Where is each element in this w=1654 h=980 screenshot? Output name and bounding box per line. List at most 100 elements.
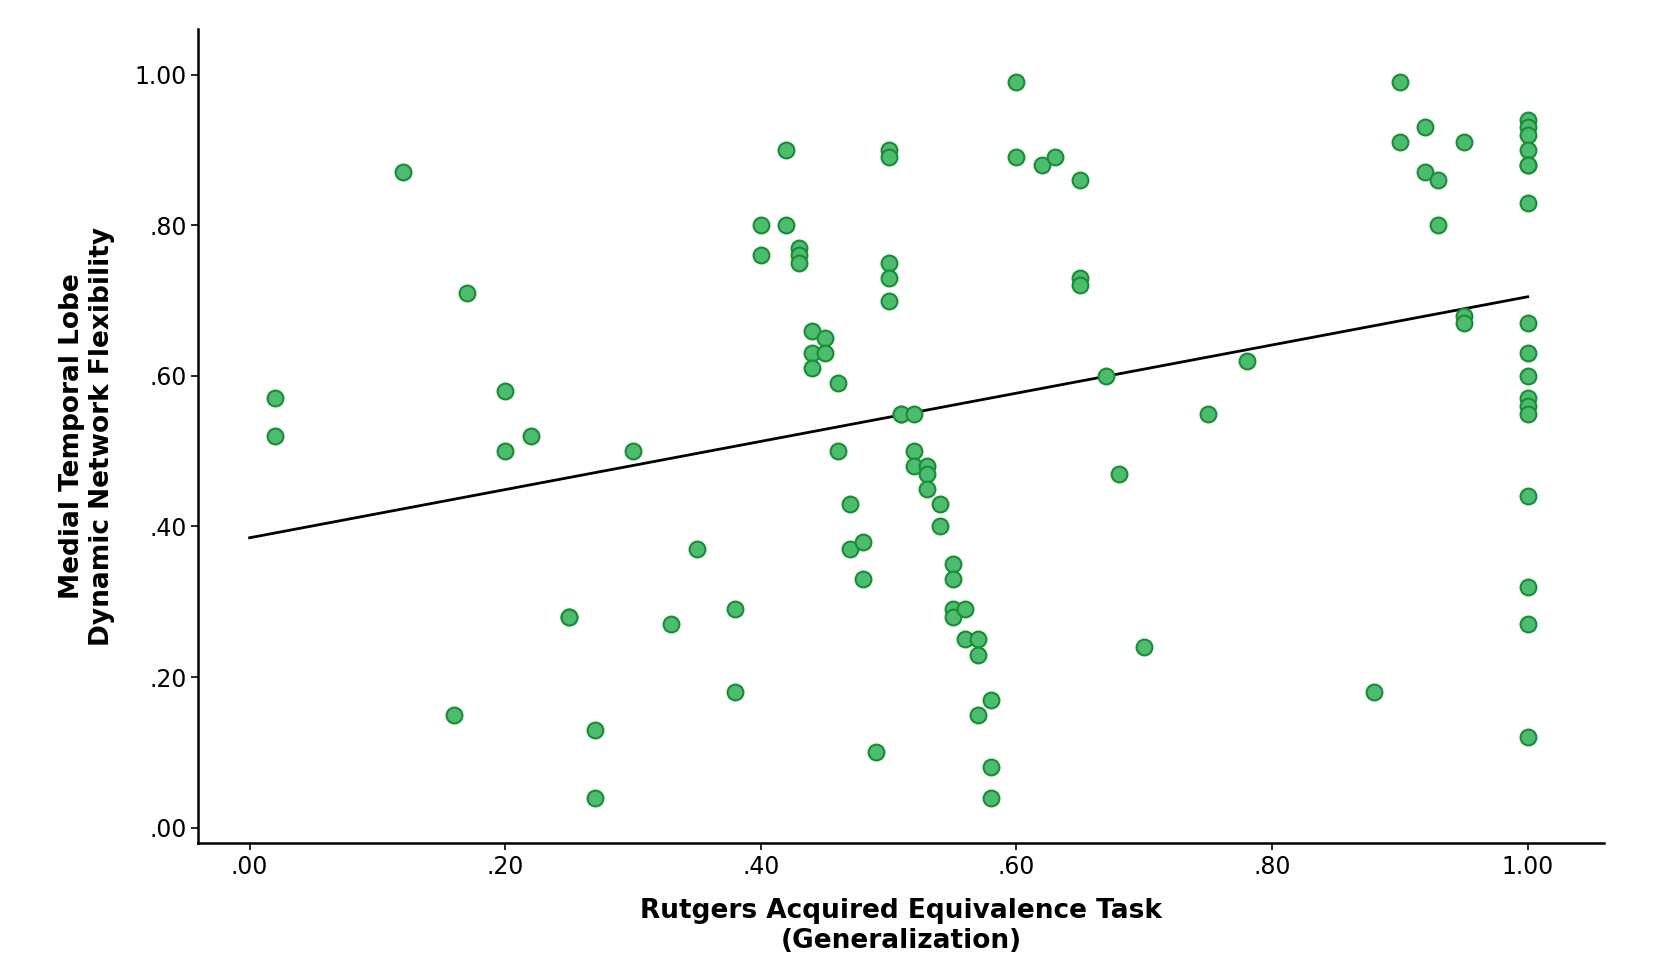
Point xyxy=(1426,172,1452,188)
Point xyxy=(390,165,417,180)
Point xyxy=(850,534,877,550)
Point xyxy=(875,150,901,166)
Point xyxy=(1413,120,1439,135)
Point xyxy=(863,745,890,760)
Point xyxy=(888,406,915,421)
Point xyxy=(1515,579,1542,595)
Point xyxy=(658,616,685,632)
Point xyxy=(1067,172,1093,188)
Y-axis label: Medial Temporal Lobe
Dynamic Network Flexibility: Medial Temporal Lobe Dynamic Network Fle… xyxy=(60,226,116,646)
Point xyxy=(786,240,812,256)
Point xyxy=(1361,684,1388,700)
Point xyxy=(837,496,863,512)
Point xyxy=(1515,127,1542,143)
Point xyxy=(812,345,839,361)
Point xyxy=(964,632,991,648)
Point xyxy=(1515,112,1542,127)
Point xyxy=(1515,406,1542,421)
Point xyxy=(901,443,928,459)
Point xyxy=(491,383,518,399)
Point xyxy=(875,255,901,270)
Point xyxy=(913,459,939,474)
Point xyxy=(799,322,825,338)
Point xyxy=(556,609,582,624)
Point xyxy=(582,722,609,738)
Point xyxy=(723,602,749,617)
Point xyxy=(964,707,991,722)
Point xyxy=(837,541,863,557)
Point xyxy=(1131,639,1158,655)
Point xyxy=(786,255,812,270)
Point xyxy=(518,428,544,444)
Point xyxy=(1194,406,1221,421)
Point xyxy=(1093,368,1120,384)
Point xyxy=(964,647,991,662)
Point xyxy=(1413,165,1439,180)
Point xyxy=(748,218,774,233)
Point xyxy=(772,218,799,233)
Point xyxy=(913,466,939,481)
Point xyxy=(939,571,966,587)
Point xyxy=(1234,353,1260,368)
Point xyxy=(442,707,468,722)
Point xyxy=(786,248,812,264)
Point xyxy=(1515,120,1542,135)
Point xyxy=(875,270,901,286)
Point xyxy=(939,609,966,624)
Point xyxy=(1515,345,1542,361)
Point xyxy=(582,790,609,806)
Point xyxy=(1515,157,1542,172)
Point xyxy=(913,481,939,497)
Point xyxy=(875,293,901,309)
Point xyxy=(978,692,1004,708)
Point xyxy=(875,142,901,158)
Point xyxy=(953,632,979,648)
Point xyxy=(1105,466,1131,481)
Point xyxy=(939,557,966,572)
Point xyxy=(1029,157,1055,172)
Point xyxy=(939,602,966,617)
Point xyxy=(1451,134,1477,150)
Point xyxy=(1042,150,1068,166)
Point xyxy=(1515,729,1542,745)
Point xyxy=(1515,488,1542,504)
Point xyxy=(1426,218,1452,233)
Point xyxy=(261,428,288,444)
Point xyxy=(824,375,850,391)
Point xyxy=(683,541,710,557)
Point xyxy=(1515,616,1542,632)
Point xyxy=(453,285,480,301)
Point xyxy=(491,443,518,459)
Point xyxy=(978,790,1004,806)
Point xyxy=(1515,157,1542,172)
Point xyxy=(1004,74,1030,90)
Point xyxy=(926,496,953,512)
Point xyxy=(748,248,774,264)
Point xyxy=(1515,142,1542,158)
Point xyxy=(620,443,647,459)
Point xyxy=(1386,74,1413,90)
Point xyxy=(556,609,582,624)
Point xyxy=(953,602,979,617)
Point xyxy=(1451,308,1477,323)
Point xyxy=(1067,270,1093,286)
Point xyxy=(1067,277,1093,293)
Point xyxy=(772,142,799,158)
Point xyxy=(901,406,928,421)
Point xyxy=(1004,150,1030,166)
X-axis label: Rutgers Acquired Equivalence Task
(Generalization): Rutgers Acquired Equivalence Task (Gener… xyxy=(640,898,1163,955)
Point xyxy=(1515,195,1542,211)
Point xyxy=(888,406,915,421)
Point xyxy=(1451,316,1477,331)
Point xyxy=(1386,134,1413,150)
Point xyxy=(901,459,928,474)
Point xyxy=(1515,398,1542,414)
Point xyxy=(812,330,839,346)
Point xyxy=(1515,391,1542,407)
Point xyxy=(850,571,877,587)
Point xyxy=(978,760,1004,775)
Point xyxy=(1515,368,1542,384)
Point xyxy=(926,518,953,534)
Point xyxy=(799,361,825,376)
Point xyxy=(799,345,825,361)
